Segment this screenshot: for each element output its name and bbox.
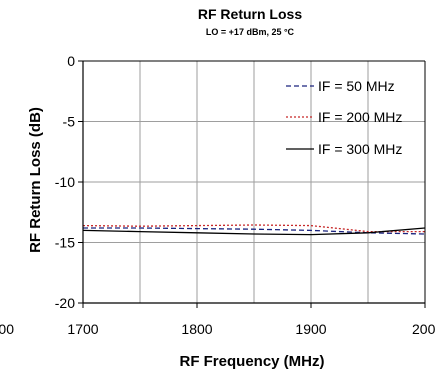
y-tick-label: -10 — [55, 174, 75, 190]
gridlines — [83, 61, 425, 303]
series-line — [83, 227, 426, 235]
series-layer — [82, 224, 426, 236]
chart-subtitle: LO = +17 dBm, 25 °C — [206, 27, 295, 37]
legend-label: IF = 300 MHz — [318, 141, 402, 157]
x-tick-label: 00 — [0, 321, 14, 337]
y-tick-label: -20 — [55, 295, 75, 311]
y-tick-label: -15 — [55, 235, 75, 251]
x-tick-label: 1800 — [181, 321, 212, 337]
legend: IF = 50 MHz IF = 200 MHz IF = 300 MHz — [286, 78, 402, 157]
x-tick-label: 200 — [412, 321, 435, 337]
series-line — [82, 227, 426, 236]
x-axis-label: RF Frequency (MHz) — [179, 353, 324, 370]
y-axis-label: RF Return Loss (dB) — [27, 107, 44, 253]
chart-title: RF Return Loss — [198, 6, 302, 22]
y-tick-label: 0 — [67, 53, 75, 69]
tick-labels: 0 -5 -10 -15 -20 00 1700 1800 1900 200 — [0, 53, 435, 337]
axes — [78, 60, 426, 308]
y-tick-label: -5 — [63, 114, 76, 130]
legend-label: IF = 50 MHz — [318, 78, 395, 94]
x-tick-label: 1700 — [67, 321, 98, 337]
x-tick-label: 1900 — [295, 321, 326, 337]
series-line — [82, 224, 425, 233]
legend-label: IF = 200 MHz — [318, 109, 402, 125]
